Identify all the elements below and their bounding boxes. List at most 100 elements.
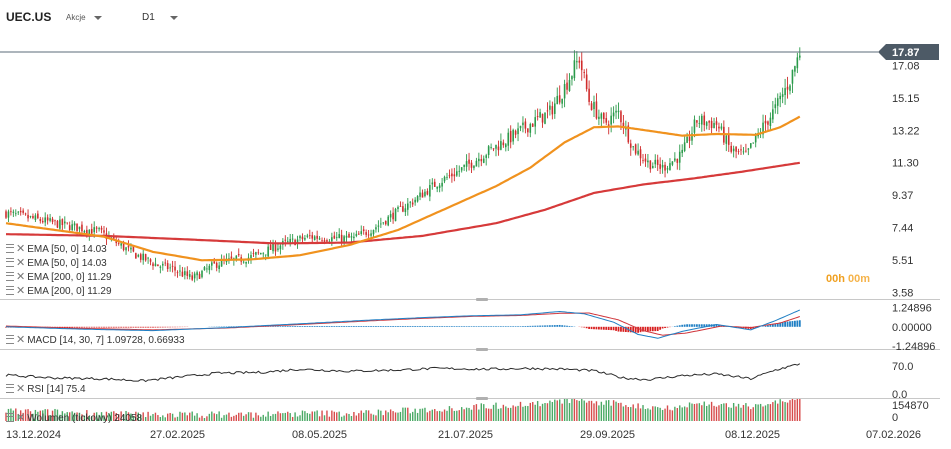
volume-bar (625, 405, 627, 421)
macd-hist-bar (610, 326, 613, 331)
volume-bar (127, 412, 130, 421)
candle-body (686, 136, 688, 143)
date-axis-tick: 21.07.2025 (438, 429, 493, 441)
candle-body (179, 270, 181, 272)
volume-bar (122, 414, 125, 421)
candle-body (90, 229, 93, 234)
ema-legend-1[interactable]: ✕ EMA [50, 0] 14.03 (6, 242, 107, 255)
instrument-type[interactable]: Akcje (66, 13, 86, 22)
macd-legend[interactable]: ✕ MACD [14, 30, 7] 1.09728, 0.66933 (6, 333, 185, 346)
macd-hist-bar (299, 326, 301, 327)
volume-bar (747, 406, 750, 421)
candle-body (441, 182, 443, 187)
candle-body (211, 262, 213, 266)
menu-icon[interactable] (6, 384, 14, 393)
volume-bar (73, 412, 76, 421)
volume-axis-tick: 0 (892, 412, 898, 424)
volume-bar (233, 415, 235, 421)
macd-hist-bar (122, 326, 125, 328)
macd-hist-bar (519, 326, 522, 327)
chevron-down-icon[interactable] (94, 16, 102, 20)
volume-bar (688, 402, 691, 421)
candle-body (720, 126, 723, 129)
macd-hist-bar (771, 324, 774, 327)
volume-bar (750, 409, 752, 421)
close-icon[interactable]: ✕ (16, 257, 26, 269)
close-icon[interactable]: ✕ (16, 243, 26, 255)
close-icon[interactable]: ✕ (16, 334, 26, 346)
candle-body (789, 85, 791, 91)
volume-bar (461, 407, 463, 421)
candle-body (433, 181, 436, 187)
candle-body (286, 241, 289, 243)
menu-icon[interactable] (6, 335, 14, 344)
macd-hist-bar (541, 325, 544, 327)
macd-hist-bar (433, 326, 436, 327)
volume-bar (304, 411, 306, 421)
close-icon[interactable]: ✕ (16, 271, 26, 283)
candle-body (561, 98, 563, 104)
candle-body (333, 235, 336, 239)
volume-bar (333, 411, 335, 421)
macd-hist-bar (673, 326, 676, 327)
menu-icon[interactable] (6, 258, 14, 267)
candle-body (637, 150, 639, 155)
candle-body (595, 101, 598, 119)
menu-icon[interactable] (6, 413, 14, 422)
menu-icon[interactable] (6, 286, 14, 295)
timeframe-selector[interactable]: D1 (142, 12, 155, 23)
volume-bar (500, 408, 502, 421)
candle-body (61, 219, 64, 226)
volume-bar (595, 401, 598, 421)
macd-hist-bar (649, 326, 652, 332)
macd-hist-bar (71, 326, 74, 328)
menu-icon[interactable] (6, 272, 14, 281)
macd-hist-bar (392, 326, 394, 327)
candle-body (465, 161, 468, 167)
macd-hist-bar (698, 324, 701, 327)
volume-bar (289, 413, 291, 421)
macd-hist-bar (294, 326, 296, 327)
volume-bar (556, 400, 558, 421)
candle-body (740, 149, 742, 151)
macd-hist-bar (103, 326, 105, 328)
candle-body (576, 61, 578, 63)
volume-bar (740, 407, 742, 421)
macd-hist-bar (546, 325, 549, 327)
ema-legend-3[interactable]: ✕ EMA [200, 0] 11.29 (6, 270, 112, 283)
macd-hist-bar (316, 326, 319, 327)
ema-legend-2[interactable]: ✕ EMA [50, 0] 14.03 (6, 256, 107, 269)
macd-hist-bar (399, 326, 402, 327)
candle-body (598, 116, 600, 120)
candle-body (98, 228, 100, 230)
candle-body (353, 236, 355, 239)
close-icon[interactable]: ✕ (16, 285, 26, 297)
macd-hist-bar (568, 325, 571, 327)
menu-icon[interactable] (6, 244, 14, 253)
ema-legend-4[interactable]: ✕ EMA [200, 0] 11.29 (6, 284, 112, 297)
candle-body (46, 217, 49, 221)
close-icon[interactable]: ✕ (16, 412, 26, 424)
volume-bar (27, 409, 29, 421)
macd-hist-bar (59, 326, 61, 328)
volume-bar (284, 412, 286, 421)
date-axis-tick: 07.02.2026 (866, 429, 921, 441)
chevron-down-icon[interactable] (170, 16, 178, 20)
candle-body (49, 218, 51, 221)
macd-line (5, 309, 801, 339)
macd-hist-bar (321, 326, 323, 327)
macd-hist-bar (605, 326, 608, 330)
volume-legend[interactable]: ✕ Wolumen (tickowy) 24058 (6, 411, 142, 424)
candle-body (522, 122, 524, 126)
candle-body (220, 259, 223, 267)
volume-bar (78, 412, 81, 421)
close-icon[interactable]: ✕ (16, 383, 26, 395)
rsi-legend[interactable]: ✕ RSI [14] 75.4 (6, 382, 86, 395)
symbol-name[interactable]: UEC.US (6, 10, 52, 24)
volume-bar (510, 407, 512, 421)
macd-hist-bar (66, 326, 69, 328)
volume-bar (137, 412, 139, 421)
candle-body (492, 148, 495, 150)
macd-hist-bar (705, 324, 708, 327)
